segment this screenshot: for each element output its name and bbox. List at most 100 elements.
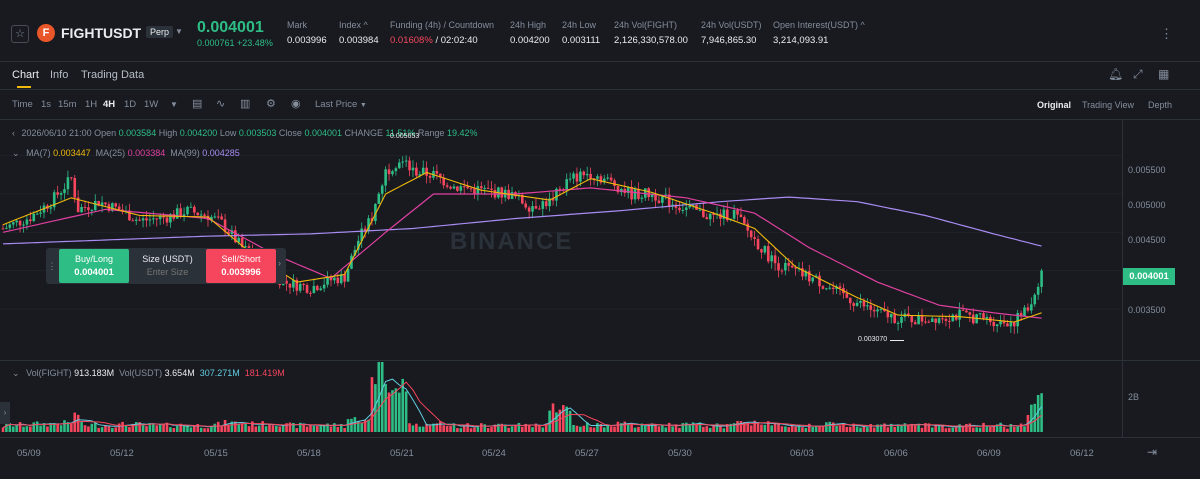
volume-bar: [736, 421, 739, 432]
star-icon[interactable]: ☆: [11, 25, 29, 43]
indicator-icon[interactable]: ∿: [216, 98, 226, 110]
price-type-select[interactable]: Last Price ▼: [315, 99, 367, 110]
side-panel-handle[interactable]: ›: [0, 402, 10, 424]
stat-label: 24h High: [510, 20, 547, 30]
volume-bar: [664, 427, 668, 432]
volume-bar: [476, 426, 480, 432]
volume-bar: [551, 403, 555, 432]
volume-bar: [1002, 426, 1006, 432]
symbol-name[interactable]: FIGHTUSDT: [61, 25, 142, 41]
candle: [476, 186, 480, 194]
candle: [367, 218, 370, 231]
tab-chart[interactable]: Chart: [12, 69, 39, 81]
target-icon[interactable]: ◉: [291, 98, 301, 110]
drag-handle-icon[interactable]: ⋮: [47, 261, 57, 271]
ma99-value: 0.004285: [202, 148, 240, 158]
volume-bar: [661, 424, 664, 432]
volume-bar: [220, 426, 223, 432]
view-depth[interactable]: Depth: [1148, 100, 1173, 110]
volume-bar: [818, 425, 821, 432]
candle: [148, 219, 152, 221]
chevron-down-icon[interactable]: ▼: [175, 27, 183, 36]
chart-toolbar: Time 1s 15m 1H 4H 1D 1W ▼ ▤ ∿ ▥ ⚙ ◉ Last…: [0, 90, 1200, 120]
settings-icon[interactable]: ⚙: [266, 98, 276, 110]
candle: [647, 188, 650, 198]
collapse-icon[interactable]: ⌄: [12, 368, 20, 378]
scroll-to-latest-icon[interactable]: ⇥: [1147, 445, 1158, 459]
volume-bar: [801, 427, 804, 432]
volume-bar: [1030, 404, 1033, 432]
ma7-label: MA(7): [26, 148, 51, 158]
candle: [753, 237, 756, 239]
candle: [637, 188, 640, 199]
candle: [510, 192, 514, 199]
quick-trade-panel: ⋮ Buy/Long 0.004001 Size (USDT) Sell/Sho…: [46, 248, 286, 284]
sell-short-button[interactable]: Sell/Short 0.003996: [206, 249, 276, 283]
volume-bar: [1009, 424, 1013, 432]
interval-1h[interactable]: 1H: [85, 99, 98, 110]
eye-icon[interactable]: ‹: [12, 128, 15, 138]
candle: [384, 169, 387, 186]
more-icon[interactable]: ⋮: [1160, 26, 1173, 41]
candle: [585, 173, 589, 176]
stat-open-interest[interactable]: Open Interest(USDT) ^ 3,214,093.91: [773, 20, 865, 46]
candle: [210, 216, 213, 221]
candle: [401, 161, 405, 163]
collapse-icon[interactable]: ⌄: [12, 148, 20, 158]
ma25-label: MA(25): [95, 148, 126, 158]
logo-icon: F: [37, 24, 55, 42]
interval-1s[interactable]: 1s: [41, 99, 52, 110]
interval-time[interactable]: Time: [12, 99, 33, 110]
candle: [544, 201, 548, 207]
candle: [326, 276, 329, 285]
candle: [958, 309, 961, 320]
volume-bar: [807, 423, 811, 432]
interval-1d[interactable]: 1D: [124, 99, 137, 110]
buy-long-button[interactable]: Buy/Long 0.004001: [59, 249, 129, 283]
calendar-icon[interactable]: ▤: [192, 98, 203, 110]
stat-label: Funding (4h) / Countdown: [390, 20, 495, 30]
chart-type-icon[interactable]: ▥: [240, 98, 251, 110]
stat-label: 24h Low: [562, 20, 597, 30]
candle: [582, 171, 586, 176]
price-chart[interactable]: [0, 120, 1122, 437]
pane-divider[interactable]: [0, 360, 1200, 361]
tab-info[interactable]: Info: [50, 69, 69, 81]
volume-bar: [148, 423, 152, 432]
candle: [339, 274, 343, 284]
tab-trading-data[interactable]: Trading Data: [81, 69, 145, 81]
view-trading-view[interactable]: Trading View: [1082, 100, 1135, 110]
stat-funding: Funding (4h) / Countdown 0.01608% / 02:0…: [390, 20, 494, 46]
volume-bar: [640, 423, 644, 432]
interval-15m[interactable]: 15m: [58, 99, 77, 110]
candle: [801, 268, 804, 277]
interval-1w[interactable]: 1W: [144, 99, 159, 110]
volume-bar: [848, 426, 852, 432]
candle: [90, 210, 94, 212]
bell-icon[interactable]: 🔔︎: [1108, 67, 1124, 81]
candle: [831, 287, 835, 289]
volume-bar: [777, 423, 780, 432]
candle: [920, 315, 924, 322]
close-icon[interactable]: ›: [278, 258, 281, 268]
volume-bar: [104, 425, 107, 432]
interval-dropdown-icon[interactable]: ▼: [170, 100, 178, 109]
volume-bar: [674, 424, 678, 432]
expand-icon[interactable]: ⤢: [1133, 67, 1143, 81]
volume-bar: [193, 425, 196, 432]
grid-icon[interactable]: ▦: [1158, 67, 1170, 81]
volume-bar: [350, 418, 353, 432]
volume-bar: [770, 425, 773, 432]
candle: [452, 186, 456, 189]
volume-bar: [1, 427, 5, 432]
view-original[interactable]: Original: [1037, 100, 1072, 110]
volume-bar: [466, 423, 469, 432]
size-input[interactable]: [132, 267, 203, 277]
size-field: Size (USDT): [130, 249, 205, 283]
volume-bar: [210, 426, 213, 432]
candle: [640, 197, 644, 199]
interval-4h[interactable]: 4H: [103, 99, 116, 110]
date-tick: 05/12: [110, 448, 134, 459]
stat-index[interactable]: Index ^ 0.003984: [339, 20, 379, 46]
candle: [691, 204, 695, 206]
